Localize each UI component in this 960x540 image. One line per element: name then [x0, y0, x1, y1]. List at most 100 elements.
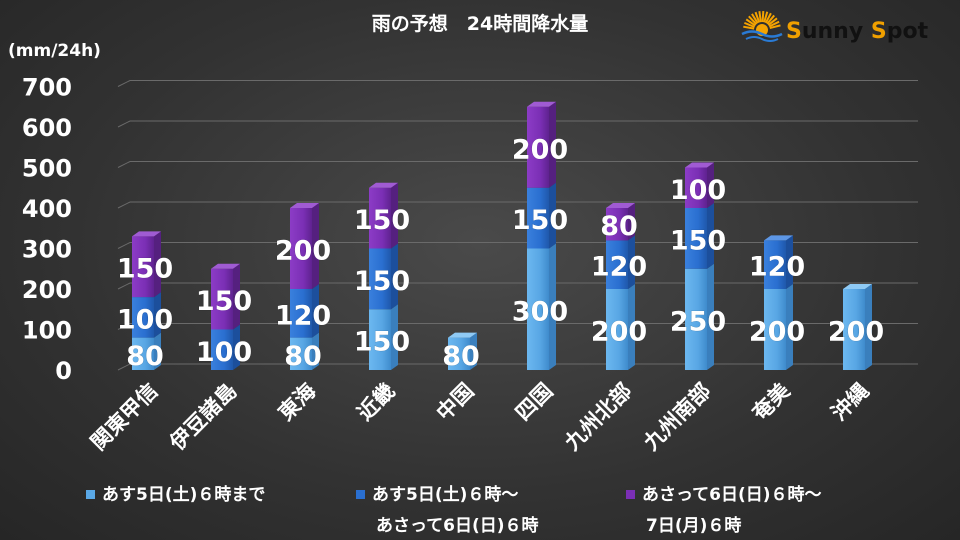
bar-top: [685, 162, 714, 168]
bar-side: [312, 284, 319, 338]
bar-side: [154, 332, 161, 370]
category-label: 関東甲信: [86, 379, 162, 455]
gridline-diag: [117, 120, 131, 128]
bar-top: [606, 203, 635, 208]
bar-data-label: 80: [442, 341, 480, 372]
data-labels: 80 100 150 100 150 80 120 200 150 150 150 80 300 150 2…: [117, 134, 885, 372]
category-label: 中国: [432, 379, 479, 426]
legend-swatch: [356, 490, 365, 499]
y-tick-label: 0: [55, 357, 72, 385]
sun-ray: [767, 17, 778, 26]
legend-swatch: [626, 490, 635, 499]
category-label: 九州北部: [559, 379, 636, 456]
legend: あす5日(土)６時まで あす5日(土)６時～ あさって6日(日)６時 あさって6日(日…: [86, 484, 822, 536]
bar-side: [549, 101, 556, 188]
bar-top: [290, 203, 319, 208]
bar-side: [549, 182, 556, 249]
y-axis-ticks: 0 100 200 300 400 500 600 700: [22, 74, 72, 386]
bar-data-label: 120: [591, 252, 647, 283]
legend-label: あさって6日(日)６時～: [642, 484, 822, 505]
bar-segment: [527, 106, 549, 188]
y-tick-label: 100: [22, 317, 72, 345]
category-label: 九州南部: [638, 379, 715, 456]
bar-side: [628, 203, 635, 241]
sunny-spot-logo: Sunny Spot: [741, 10, 929, 44]
bar-segment: [527, 248, 549, 370]
sun-icon: [741, 10, 783, 42]
bar-side: [233, 324, 240, 370]
bar-data-label: 150: [117, 254, 173, 285]
bar-segment: [290, 208, 312, 289]
legend-swatch: [86, 490, 95, 499]
bar-data-label: 120: [749, 252, 805, 283]
bar-side: [470, 332, 477, 370]
bar-segment: [211, 268, 233, 330]
y-tick-label: 500: [22, 155, 72, 183]
bar-top: [843, 284, 872, 289]
bar-data-label: 200: [749, 317, 805, 348]
bar-side: [786, 284, 793, 370]
sun-ray: [758, 11, 762, 23]
bar-segment: [369, 187, 391, 249]
bar-data-label: 150: [354, 327, 410, 358]
bar-side: [154, 231, 161, 298]
sun-ray: [761, 10, 765, 23]
bar-data-label: 200: [828, 317, 884, 348]
bar-data-label: 150: [196, 286, 252, 317]
y-tick-label: 200: [22, 276, 72, 304]
bar-segment: [211, 329, 233, 370]
bar-side: [391, 182, 398, 249]
bar-segment: [764, 289, 786, 370]
sun-ray: [768, 20, 780, 28]
category-labels: 関東甲信 伊豆諸島 東海 近畿 中国 四国 九州北部 九州南部 奄美 沖縄: [86, 379, 873, 456]
legend-label: あす5日(土)６時まで: [102, 484, 265, 505]
gridline-diag: [117, 282, 131, 290]
sun-ray: [748, 15, 758, 25]
logo-text-initial-2: S: [871, 19, 887, 44]
category-label: 沖縄: [827, 379, 874, 426]
bar-side: [391, 304, 398, 370]
y-tick-label: 700: [22, 74, 72, 102]
sun-ray: [744, 21, 755, 28]
bar-segment: [685, 268, 707, 370]
bar-segment: [606, 289, 628, 370]
sun-ray: [754, 11, 761, 23]
bar-side: [312, 332, 319, 370]
bar-data-label: 250: [670, 306, 726, 337]
gridline-diag: [117, 323, 131, 330]
bar-side: [628, 284, 635, 370]
bar-side: [233, 263, 240, 330]
gridline-diag: [117, 242, 131, 249]
gridline-diag: [117, 80, 131, 87]
sun-ray: [766, 14, 775, 25]
bar-side: [391, 243, 398, 310]
bar-segment: [132, 337, 154, 370]
bar-side: [707, 203, 714, 269]
bar-side: [628, 235, 635, 289]
bar-side: [312, 203, 319, 289]
category-label: 伊豆諸島: [164, 379, 241, 456]
bar-data-label: 200: [512, 134, 568, 165]
bar-data-label: 100: [117, 304, 173, 335]
bar-top: [132, 231, 161, 237]
legend-label: あす5日(土)６時～: [372, 484, 518, 505]
bar-side: [707, 263, 714, 370]
bar-data-label: 200: [275, 236, 331, 267]
bar-segment: [290, 337, 312, 370]
bar-data-label: 80: [126, 341, 164, 372]
bar-data-label: 200: [591, 317, 647, 348]
wave-line: [741, 30, 783, 38]
bar-segment: [132, 236, 154, 298]
sun-ray: [763, 11, 769, 23]
bar-segment: [448, 337, 470, 370]
legend-label-line2: あさって6日(日)６時: [376, 515, 539, 536]
bar-top: [527, 101, 556, 107]
logo-text: Sunny Spot: [786, 19, 929, 44]
sun-ray: [769, 24, 781, 30]
chart-title: 雨の予想 24時間降水量: [372, 12, 588, 35]
logo-text-initial: S: [786, 19, 802, 44]
bar-data-label: 150: [512, 205, 568, 236]
bar-side: [865, 284, 872, 370]
